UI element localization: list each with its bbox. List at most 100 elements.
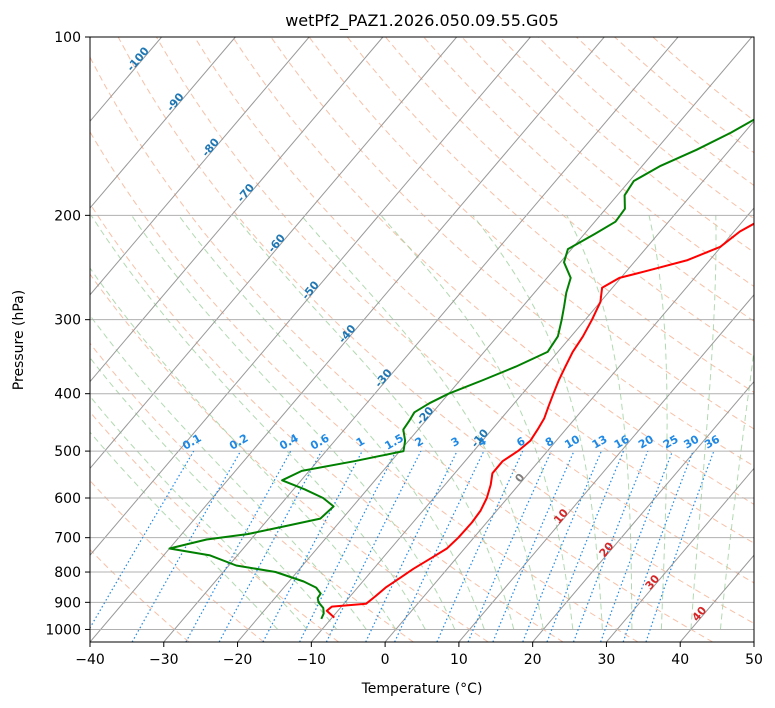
dry-adiabat [90,55,713,642]
dry-adiabat [499,37,754,253]
dry-adiabat [194,37,754,544]
mixing-ratio-line [600,450,674,642]
mixing-ratio-line [218,450,323,642]
y-tick-label: 900 [54,595,81,611]
isotherm [532,380,754,642]
dry-adiabat [461,37,754,288]
dry-adiabat [90,203,564,642]
mixing-ratio-line [436,450,524,642]
isotherm [90,37,310,296]
mixing-ratio-line [325,450,422,642]
mixing-ratio-label: 20 [636,432,656,451]
dry-adiabat [90,273,489,642]
isotherm-label: -50 [299,278,322,302]
temperature-profile [325,222,754,619]
dry-adiabat [155,37,754,584]
isotherm-label: -100 [124,44,152,74]
mixing-ratio-line [572,450,649,642]
mixing-ratio-label: 13 [590,433,610,452]
x-axis-label: Temperature (°C) [361,681,483,697]
mixing-ratio-label: 25 [661,433,681,452]
isotherm-label: -30 [372,366,395,390]
y-tick-label: 700 [54,531,81,547]
mixing-ratio-line [262,450,363,642]
dry-adiabat [270,37,754,467]
dry-adiabat [90,342,414,642]
x-tick-label: 40 [671,652,689,668]
mixing-ratio-line [394,450,485,642]
y-tick-label: 300 [54,313,81,329]
mixing-ratio-label: 3 [449,435,462,450]
moist-adiabat [178,215,485,630]
mixing-ratio-line [522,450,602,642]
mixing-ratio-line [492,450,575,642]
dry-adiabat [90,548,190,642]
isotherm [458,294,754,642]
mixing-ratio-line [131,450,242,642]
dry-adiabat [308,37,754,430]
isotherm [90,37,384,383]
isotherm [237,37,753,642]
x-tick-label: −30 [149,652,179,668]
isotherm-label: 10 [551,506,571,526]
mixing-ratio-line [622,450,694,642]
moist-adiabat [90,267,397,630]
isotherm-label: 20 [597,539,617,559]
mixing-ratio-line [299,450,397,642]
mixing-ratio-line [546,450,625,642]
mixing-ratio-line [645,450,715,642]
moist-adiabat [380,214,574,630]
x-tick-label: 10 [450,652,468,668]
mixing-ratio-line [467,450,552,642]
mixing-ratio-label: 1 [354,435,367,450]
mixing-ratio-label: 2 [413,435,426,450]
mixing-ratio-line [185,450,292,642]
isotherm [163,37,679,642]
y-tick-label: 600 [54,491,81,507]
mixing-ratio-label: 0.2 [227,432,250,453]
dry-adiabat [346,37,754,393]
x-tick-label: −20 [223,652,253,668]
isotherm-label: -90 [164,90,187,114]
isotherm [679,554,754,642]
mixing-ratio-label: 0.6 [308,431,332,452]
mixing-ratio-label: 16 [612,432,632,451]
dry-adiabat [117,37,754,624]
chart-title: wetPf2_PAZ1.2026.050.09.55.G05 [285,11,559,31]
dry-adiabat [90,411,339,642]
isotherm [753,641,754,642]
x-tick-label: 50 [745,652,763,668]
x-tick-label: −10 [297,652,327,668]
isotherm [606,467,754,642]
dry-adiabat [232,37,754,505]
isotherm [90,37,531,556]
isotherm [90,37,458,470]
isotherm-label: -10 [468,426,491,450]
isotherm [90,37,236,209]
y-tick-label: 200 [54,208,81,224]
moist-adiabat [472,214,603,630]
isotherm-label: -80 [199,135,222,159]
y-axis-label: Pressure (hPa) [11,290,27,390]
isotherm [310,120,754,642]
isotherm-label: -20 [414,404,437,428]
mixing-ratio-label: 6 [514,434,527,449]
mixing-ratio-label: 8 [543,435,556,450]
dry-adiabat [652,37,754,122]
y-tick-label: 800 [54,565,81,581]
y-tick-label: 500 [54,444,81,460]
y-tick-label: 400 [54,387,81,403]
isotherm [384,207,754,642]
isotherm-label: 0 [512,471,527,485]
isotherm [90,37,605,642]
mixing-ratio-label: 1.5 [383,432,406,453]
isotherm-label: 30 [643,572,663,592]
plot-frame [89,36,755,643]
x-tick-label: 30 [598,652,616,668]
moist-adiabat [648,215,668,630]
y-tick-label: 1000 [45,622,81,638]
mixing-ratio-line [365,450,458,642]
mixing-ratio-label: 30 [681,432,701,451]
dry-adiabat [423,37,754,322]
